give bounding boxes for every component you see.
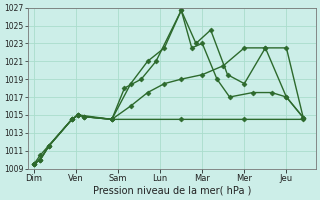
X-axis label: Pression niveau de la mer( hPa ): Pression niveau de la mer( hPa ) bbox=[92, 186, 251, 196]
